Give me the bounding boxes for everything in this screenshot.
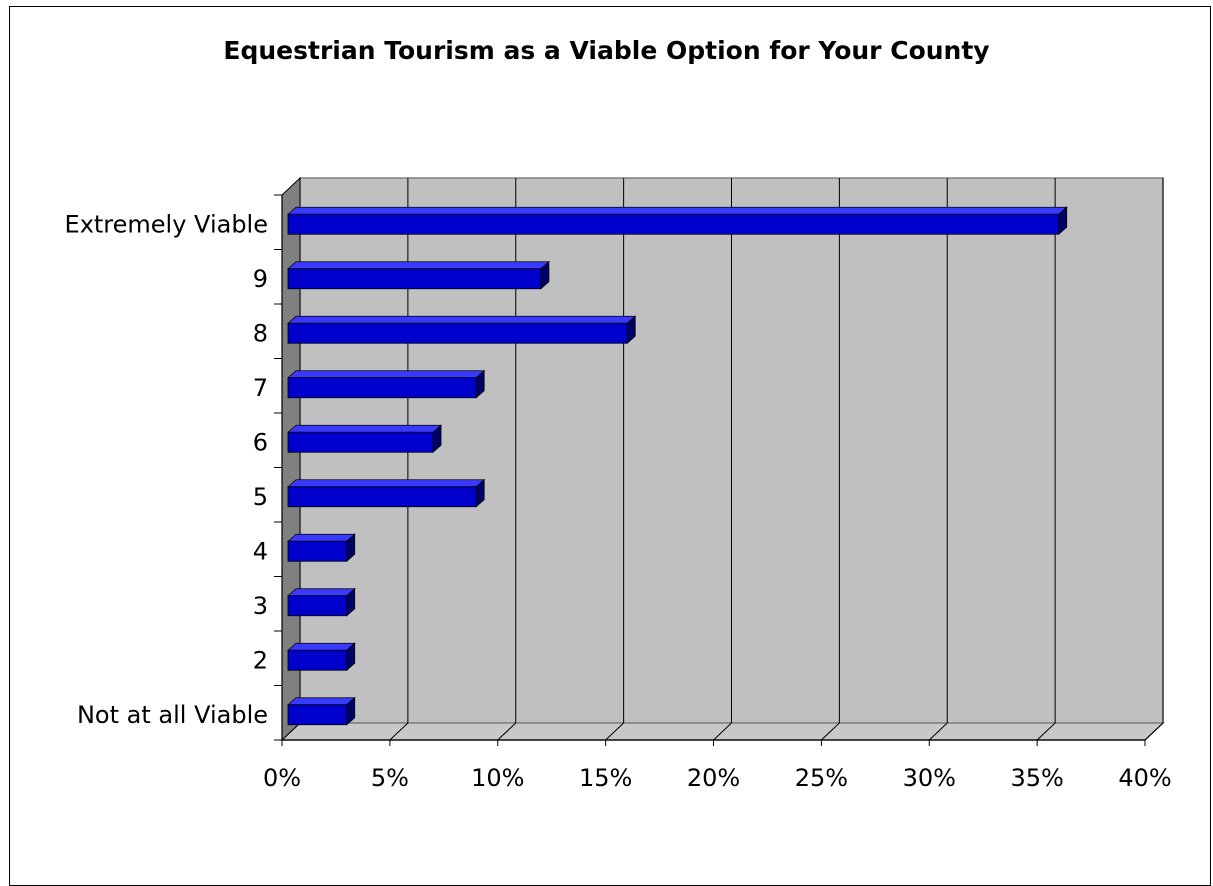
floor-gridline [605, 722, 624, 741]
floor-gridline [389, 722, 409, 741]
floor-gridline [1036, 722, 1056, 741]
y-tick-label: 8 [253, 319, 268, 347]
bar-top [286, 642, 356, 651]
floor-gridline [928, 722, 948, 741]
bar-top [286, 479, 486, 488]
y-tick-label: 5 [253, 483, 268, 511]
floor-gridline [281, 722, 301, 741]
y-tick-label: 7 [253, 374, 268, 402]
bar [287, 595, 348, 617]
y-tick-label: Extremely Viable [65, 210, 268, 238]
y-tick-label: 3 [253, 592, 268, 620]
x-tick-label: 10% [471, 764, 524, 792]
bar [287, 213, 1060, 235]
x-tick-label: 40% [1118, 764, 1171, 792]
bar-top [286, 424, 443, 433]
y-tick-label: 9 [253, 265, 268, 293]
y-tick-label: 4 [253, 537, 268, 565]
bar-top [286, 588, 356, 597]
x-tick-label: 0% [263, 764, 301, 792]
y-tick-label: 6 [253, 428, 268, 456]
bar [287, 322, 628, 344]
bar-top [286, 315, 637, 324]
floor-gridline [497, 722, 517, 741]
x-tick-label: 30% [903, 764, 956, 792]
x-tick-label: 15% [579, 764, 632, 792]
x-tick-label: 35% [1010, 764, 1063, 792]
bar-top [286, 370, 486, 379]
y-tick-label: Not at all Viable [77, 701, 268, 729]
bar [287, 431, 434, 453]
x-tick-label: 25% [795, 764, 848, 792]
bar-top [286, 261, 550, 270]
x-tick-label: 20% [687, 764, 740, 792]
bar [287, 704, 348, 726]
bar [287, 377, 477, 399]
floor-gridline [821, 722, 840, 741]
bar-top [286, 206, 1068, 215]
chart-title: Equestrian Tourism as a Viable Option fo… [223, 36, 990, 65]
floor-gridline [713, 722, 732, 741]
bar [287, 486, 477, 508]
bar-top [286, 697, 356, 706]
bar-top [286, 533, 356, 542]
bar [287, 649, 348, 671]
bar [287, 268, 542, 290]
floor-gridline [1144, 722, 1164, 741]
x-tick-label: 5% [371, 764, 409, 792]
y-tick-label: 2 [253, 646, 268, 674]
bar [287, 540, 348, 562]
